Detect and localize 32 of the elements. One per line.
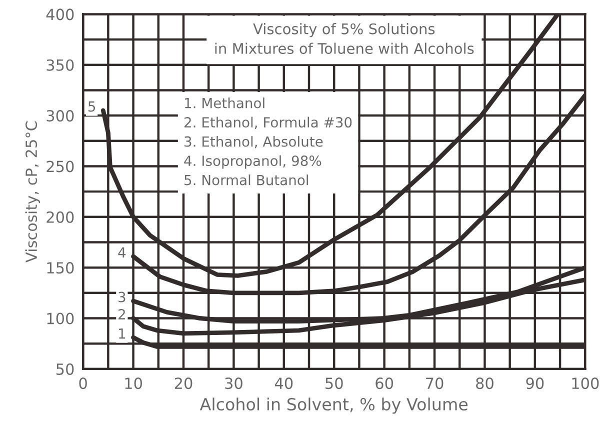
y-tick-label: 400 — [46, 8, 74, 20]
x-tick-label: 0 — [79, 378, 87, 390]
annotation: 2. Ethanol, Formula #30 — [184, 116, 352, 129]
x-tick-label: 100 — [572, 378, 599, 390]
y-axis-title: Viscosity, cP, 25°C — [25, 121, 40, 262]
series-label: 2 — [118, 309, 125, 320]
x-tick-label: 30 — [225, 378, 242, 390]
x-tick-label: 90 — [526, 378, 544, 390]
series-label: 1 — [119, 328, 126, 339]
x-tick-label: 80 — [476, 378, 494, 390]
y-tick-label: 100 — [47, 312, 74, 324]
annotation: 5. Normal Butanol — [184, 174, 308, 186]
text: Viscosity of 5% Solutions in Mixtures of Toluene with Alcohols — [215, 23, 474, 54]
series-label: 5 — [88, 101, 95, 112]
annotation: 3. Ethanol, Absolute — [184, 136, 323, 148]
x-tick-label: 20 — [174, 378, 192, 390]
x-tick-label: 60 — [376, 378, 394, 390]
annotation: 4. Isopropanol, 98% — [184, 155, 322, 169]
y-tick-label: 300 — [46, 110, 74, 122]
y-tick-label: 50 — [56, 363, 74, 375]
y-tick-label: 200 — [46, 211, 74, 223]
y-tick-label: 150 — [47, 262, 74, 274]
x-tick-label: 50 — [326, 378, 343, 390]
y-tick-label: 250 — [46, 160, 74, 172]
x-tick-label: 70 — [426, 378, 444, 390]
annotation: 1. Methanol — [185, 98, 264, 108]
series-label: 3 — [118, 292, 126, 302]
x-tick-label: 10 — [125, 378, 142, 390]
series-label: 4 — [118, 247, 126, 258]
x-axis-title: Alcohol in Solvent, % by Volume — [200, 398, 468, 414]
y-tick-label: 350 — [46, 59, 74, 71]
x-tick-label: 40 — [274, 378, 293, 390]
